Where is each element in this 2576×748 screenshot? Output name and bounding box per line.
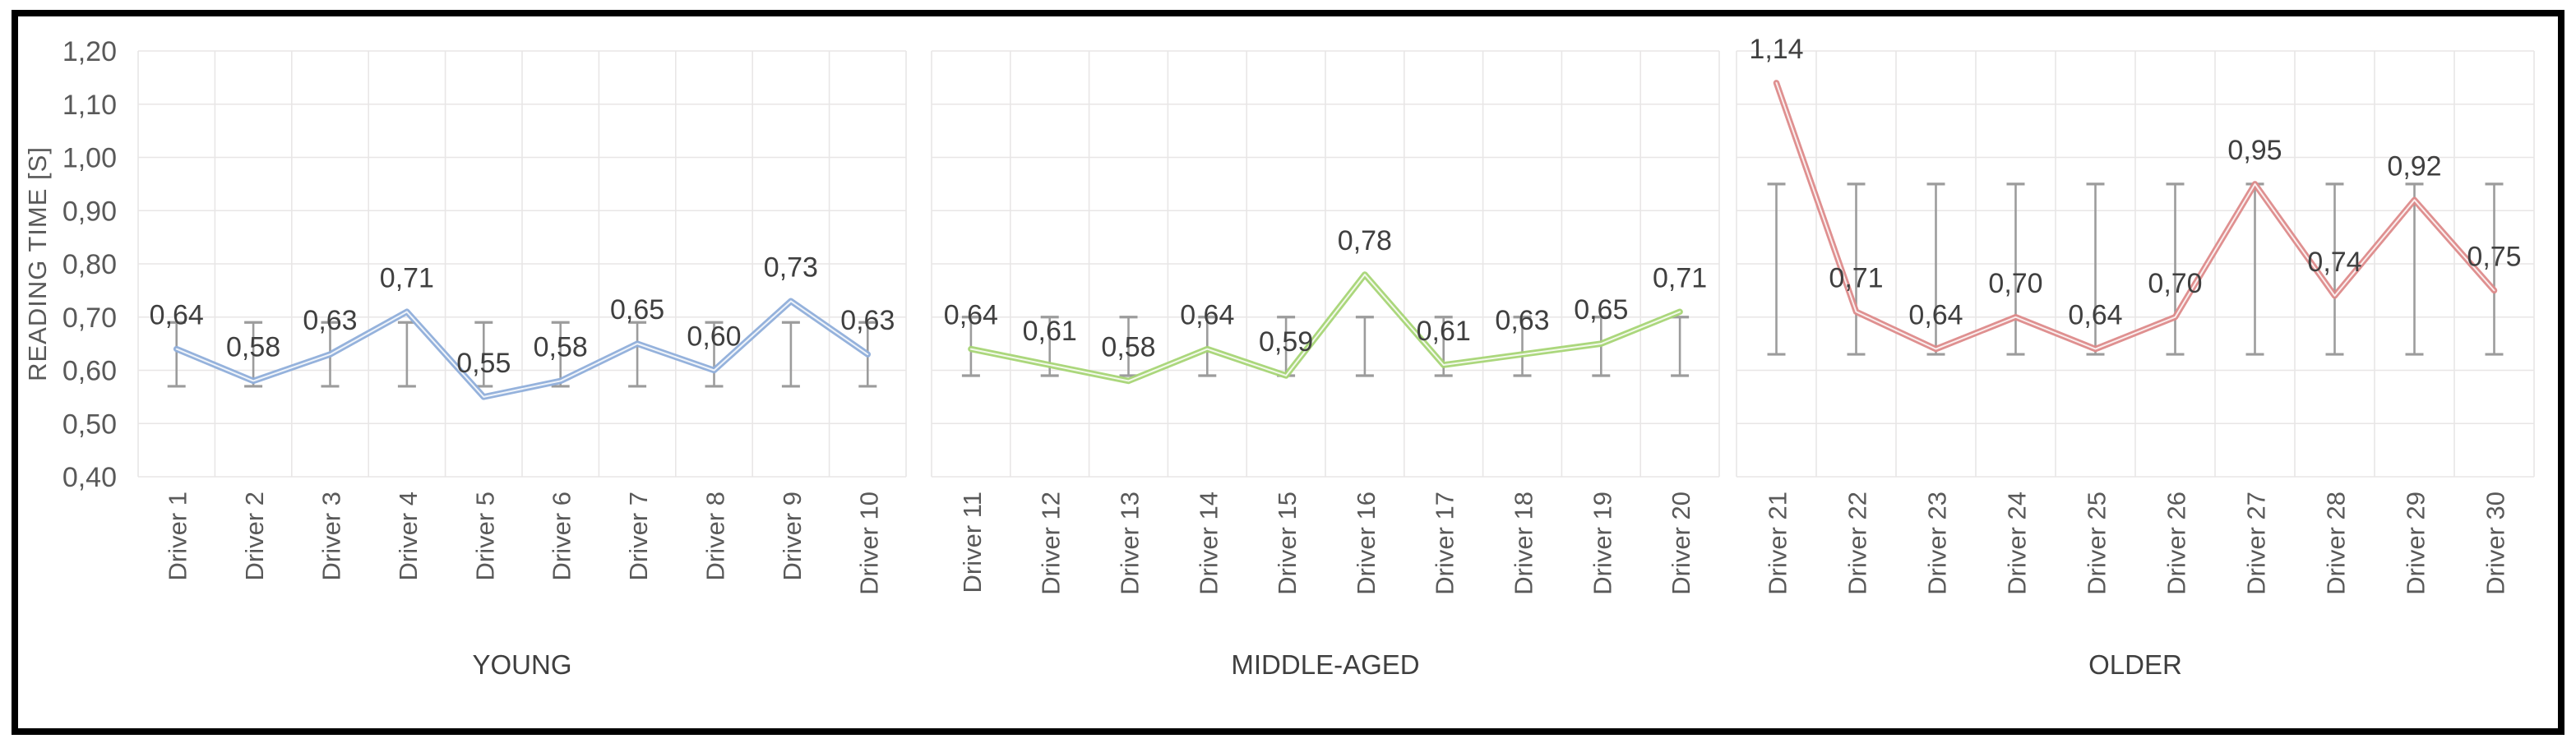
data-label: 0,64 <box>1908 300 1963 331</box>
error-bar <box>2485 182 2504 356</box>
error-bar <box>1926 182 1945 356</box>
error-bar <box>705 321 724 388</box>
data-line-core <box>1775 81 2495 350</box>
error-bar <box>2006 182 2025 356</box>
x-tick-label: Driver 17 <box>1431 492 1459 595</box>
data-label: 0,64 <box>2068 300 2122 331</box>
y-tick-label: 0,60 <box>62 356 117 387</box>
data-label: 0,59 <box>1259 326 1313 358</box>
error-bar <box>628 321 647 388</box>
data-label: 0,71 <box>1829 262 1883 293</box>
x-tick-label: Driver 24 <box>2003 492 2032 595</box>
x-tick-label: Driver 8 <box>701 492 730 581</box>
error-bar <box>2086 182 2105 356</box>
x-tick-label: Driver 30 <box>2481 492 2510 595</box>
data-label: 0,65 <box>1574 294 1628 326</box>
x-tick-label: Driver 16 <box>1352 492 1380 595</box>
data-label: 0,63 <box>303 305 357 336</box>
x-tick-label: Driver 11 <box>958 492 987 593</box>
error-bar <box>781 321 800 388</box>
x-tick-label: Driver 12 <box>1037 492 1066 595</box>
data-label: 0,71 <box>1653 262 1707 293</box>
data-label: 1,14 <box>1749 34 1803 65</box>
x-tick-label: Driver 9 <box>778 492 807 581</box>
data-label: 0,74 <box>2307 247 2361 278</box>
data-label: 0,65 <box>610 294 664 326</box>
data-label: 0,58 <box>226 331 280 362</box>
data-label: 0,63 <box>840 305 895 336</box>
data-label: 0,70 <box>1988 268 2042 299</box>
x-tick-label: Driver 3 <box>317 492 346 581</box>
error-bar <box>1355 316 1374 377</box>
y-tick-label: 0,80 <box>62 249 117 280</box>
x-tick-label: Driver 1 <box>164 492 192 581</box>
panel-young: 0,64 0,58 0,63 0,71 0,55 0,58 0,65 0,60 0,73 0,63… <box>137 50 907 680</box>
x-tick-label: Driver 2 <box>240 492 269 581</box>
x-tick-label: Driver 29 <box>2402 492 2430 595</box>
x-tick-label: Driver 15 <box>1273 492 1302 595</box>
x-tick-label: Driver 22 <box>1843 492 1872 595</box>
y-tick-label: 0,90 <box>62 196 117 227</box>
data-label: 0,64 <box>150 300 204 331</box>
x-tick-label: Driver 13 <box>1116 492 1145 595</box>
error-bar <box>1767 182 1786 356</box>
y-axis-title: READING TIME [S] <box>23 146 52 381</box>
y-tick-label: 0,50 <box>62 409 117 440</box>
data-label: 0,92 <box>2387 150 2441 182</box>
data-label: 0,64 <box>1180 300 1234 331</box>
x-tick-label: Driver 27 <box>2242 492 2271 595</box>
error-bar <box>1513 316 1532 377</box>
error-bar <box>551 321 570 388</box>
x-tick-label: Driver 25 <box>2083 492 2111 595</box>
data-label: 0,78 <box>1338 225 1392 256</box>
data-label: 0,58 <box>1101 331 1155 362</box>
data-line-core <box>175 300 869 398</box>
x-tick-label: Driver 5 <box>470 492 499 581</box>
y-tick-label: 1,10 <box>62 90 117 121</box>
figure-border <box>12 10 2564 735</box>
x-tick-label: Driver 4 <box>394 492 423 581</box>
data-line-core <box>969 273 1681 382</box>
y-tick-label: 0,70 <box>62 302 117 334</box>
group-label: OLDER <box>2088 649 2182 680</box>
data-label: 0,55 <box>456 348 511 379</box>
y-tick-label: 0,40 <box>62 462 117 493</box>
error-bar <box>2166 182 2185 356</box>
data-label: 0,60 <box>687 321 741 353</box>
data-label: 0,58 <box>534 331 588 362</box>
x-tick-label: Driver 23 <box>1923 492 1952 595</box>
data-label: 0,95 <box>2227 135 2282 166</box>
data-label: 0,73 <box>764 252 818 283</box>
data-label: 0,71 <box>380 262 434 293</box>
x-tick-label: Driver 14 <box>1194 492 1223 595</box>
x-tick-label: Driver 18 <box>1510 492 1538 595</box>
error-bar <box>244 321 263 388</box>
data-label: 0,64 <box>944 300 998 331</box>
error-bar <box>167 321 186 388</box>
group-label: YOUNG <box>472 649 571 680</box>
error-bar <box>2405 182 2424 356</box>
panel-middle-aged: 0,64 0,61 0,58 0,64 0,59 0,78 0,61 0,63 0,65 0,71… <box>931 50 1720 680</box>
data-label: 0,70 <box>2148 268 2202 299</box>
y-tick-label: 1,20 <box>62 36 117 67</box>
x-tick-label: Driver 19 <box>1588 492 1616 595</box>
data-label: 0,63 <box>1495 305 1549 336</box>
group-label: MIDDLE-AGED <box>1231 649 1419 680</box>
error-bar <box>1847 182 1866 356</box>
data-label: 0,61 <box>1023 316 1077 347</box>
x-tick-label: Driver 21 <box>1764 492 1792 595</box>
x-tick-label: Driver 28 <box>2322 492 2351 595</box>
data-label: 0,75 <box>2467 241 2521 272</box>
error-bar <box>2325 182 2344 356</box>
data-label: 0,61 <box>1417 316 1471 347</box>
y-tick-label: 1,00 <box>62 143 117 174</box>
x-tick-label: Driver 26 <box>2162 492 2191 595</box>
x-tick-label: Driver 7 <box>624 492 653 581</box>
panel-older: 1,14 0,71 0,64 0,70 0,64 0,70 0,95 0,74 0,92 0,75… <box>1736 34 2535 680</box>
x-tick-label: Driver 10 <box>854 492 883 595</box>
x-tick-label: Driver 20 <box>1667 492 1695 595</box>
x-tick-label: Driver 6 <box>548 492 576 581</box>
